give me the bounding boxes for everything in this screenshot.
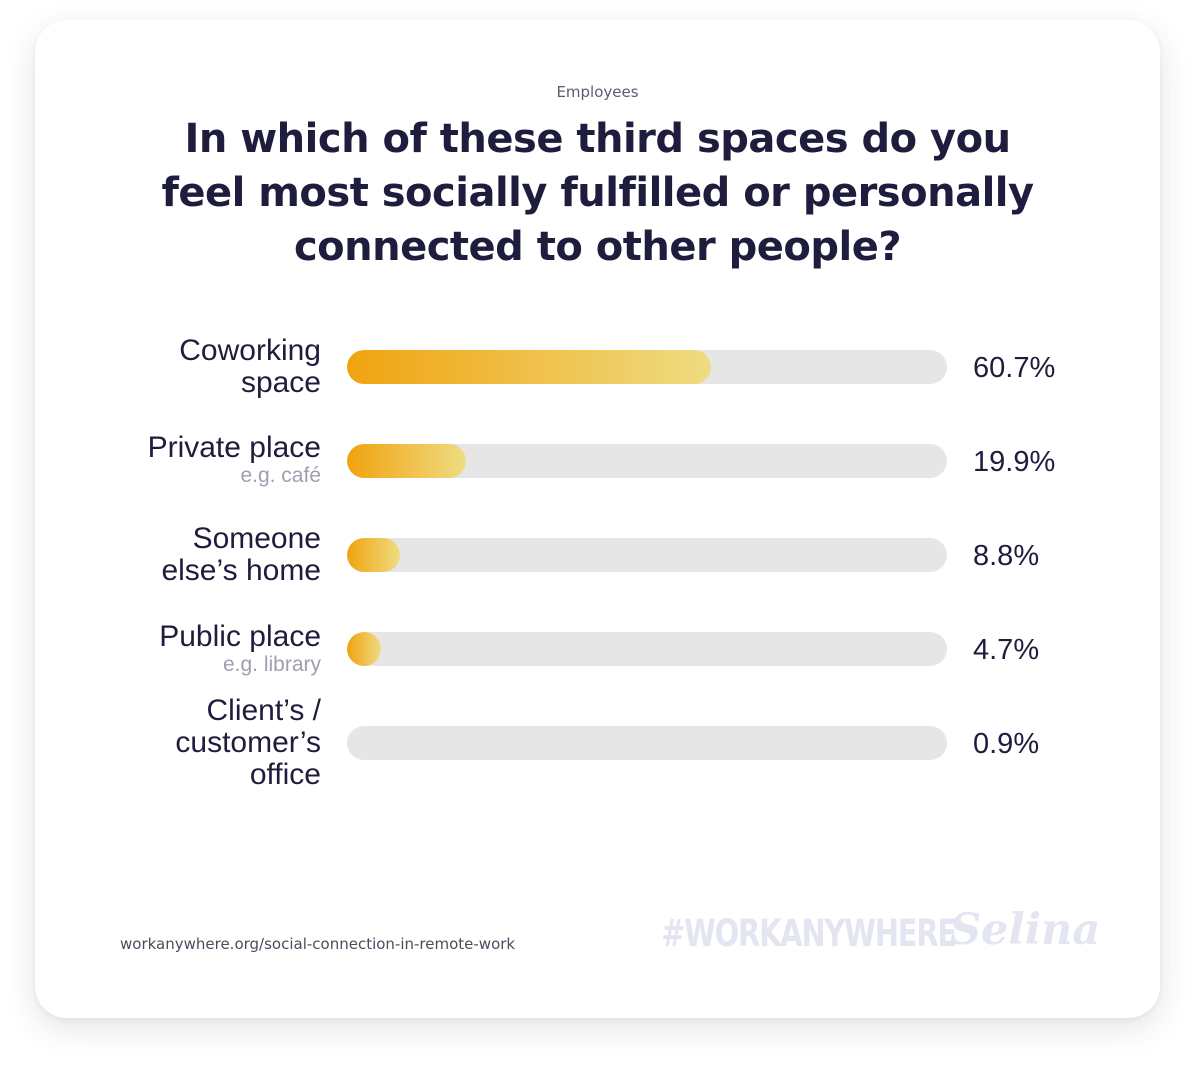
brand-logo: Selina <box>950 905 1101 955</box>
chart-title-line: In which of these third spaces do you <box>184 116 1011 162</box>
chart-title: In which of these third spaces do you fe… <box>0 112 1195 274</box>
category-label-clients-office: Client’s / customer’s office <box>175 695 321 791</box>
category-label-line: Private place <box>147 431 321 464</box>
category-label-someone-elses-home: Someone else’s home <box>161 523 321 587</box>
category-label-main: Private place <box>148 432 321 464</box>
value-label-public-place: 4.7% <box>973 634 1040 666</box>
bar-track <box>347 350 947 384</box>
value-label-clients-office: 0.9% <box>973 728 1040 760</box>
category-label-line: Public place <box>159 620 321 653</box>
bar-track <box>347 444 947 478</box>
category-label-line: office <box>249 758 321 791</box>
source-link[interactable]: workanywhere.org/social-connection-in-re… <box>120 935 516 953</box>
category-label-note: e.g. café <box>240 464 321 487</box>
category-label-line: Client’s / <box>206 694 322 727</box>
bar-private-place <box>347 444 466 478</box>
value-label-private-place: 19.9% <box>973 446 1056 478</box>
value-label-coworking-space: 60.7% <box>973 352 1056 384</box>
category-label-line: Coworking <box>179 334 321 367</box>
category-label-main: Public place <box>159 621 321 653</box>
category-label-private-place: Private place e.g. café <box>148 432 321 488</box>
category-label-main: Coworking space <box>179 335 321 399</box>
bar-track <box>347 632 947 666</box>
category-label-line: space <box>240 366 321 399</box>
bar-public-place <box>347 632 381 666</box>
category-label-public-place: Public place e.g. library <box>159 621 321 677</box>
category-label-line: customer’s <box>175 726 321 759</box>
bar-someone-elses-home <box>347 538 400 572</box>
hashtag-logo: #WORKANYWHERE <box>661 912 957 955</box>
category-label-main: Someone else’s home <box>161 523 321 587</box>
category-label-main: Client’s / customer’s office <box>175 695 321 791</box>
category-label-line: Someone <box>192 522 321 555</box>
category-label-note: e.g. library <box>222 653 321 676</box>
value-label-someone-elses-home: 8.8% <box>973 540 1040 572</box>
chart-card <box>35 20 1160 1018</box>
chart-subtitle: Employees <box>556 83 639 101</box>
chart-title-line: connected to other people? <box>293 224 902 270</box>
chart-title-line: feel most socially fulfilled or personal… <box>161 170 1034 216</box>
bar-track <box>347 726 947 760</box>
bar-coworking-space <box>347 350 711 384</box>
category-label-line: else’s home <box>161 554 321 587</box>
bar-track <box>347 538 947 572</box>
category-label-coworking-space: Coworking space <box>179 335 321 399</box>
